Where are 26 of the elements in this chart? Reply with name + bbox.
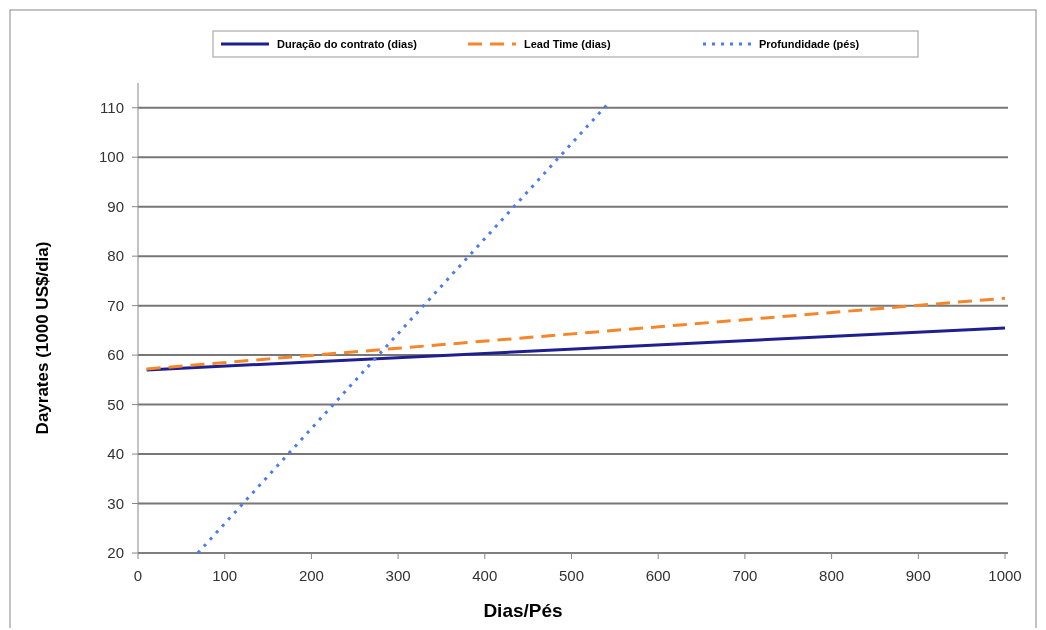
- y-tick-label: 90: [107, 197, 124, 215]
- y-tick-label: 80: [107, 247, 124, 265]
- x-tick-label: 600: [645, 567, 671, 584]
- x-tick-label: 100: [212, 567, 238, 584]
- y-tick-label: 40: [107, 445, 124, 463]
- x-tick-label: 0: [133, 567, 143, 584]
- y-tick-label: 20: [107, 544, 124, 562]
- y-axis-title: Dayrates (1000 US$/dia): [33, 241, 52, 435]
- y-tick-label: 110: [100, 98, 124, 116]
- y-tick-label: 50: [107, 395, 124, 413]
- y-tick-label: 100: [98, 148, 124, 166]
- x-tick-label: 400: [472, 567, 498, 584]
- legend-label: Profundidade (pés): [759, 38, 860, 50]
- x-tick-label: 500: [558, 567, 585, 584]
- x-tick-label: 700: [732, 567, 758, 584]
- y-tick-label: 30: [107, 494, 124, 512]
- x-tick-label: 200: [298, 567, 324, 584]
- legend-label: Duração do contrato (dias): [277, 38, 418, 50]
- x-tick-label: 1000: [988, 567, 1022, 584]
- x-axis-title: Dias/Pés: [483, 600, 563, 621]
- x-tick-label: 800: [819, 567, 845, 584]
- x-tick-label: 900: [905, 567, 931, 584]
- x-tick-label: 300: [385, 567, 411, 584]
- legend-label: Lead Time (dias): [524, 38, 611, 50]
- y-tick-label: 70: [107, 296, 124, 314]
- y-tick-label: 60: [107, 346, 124, 364]
